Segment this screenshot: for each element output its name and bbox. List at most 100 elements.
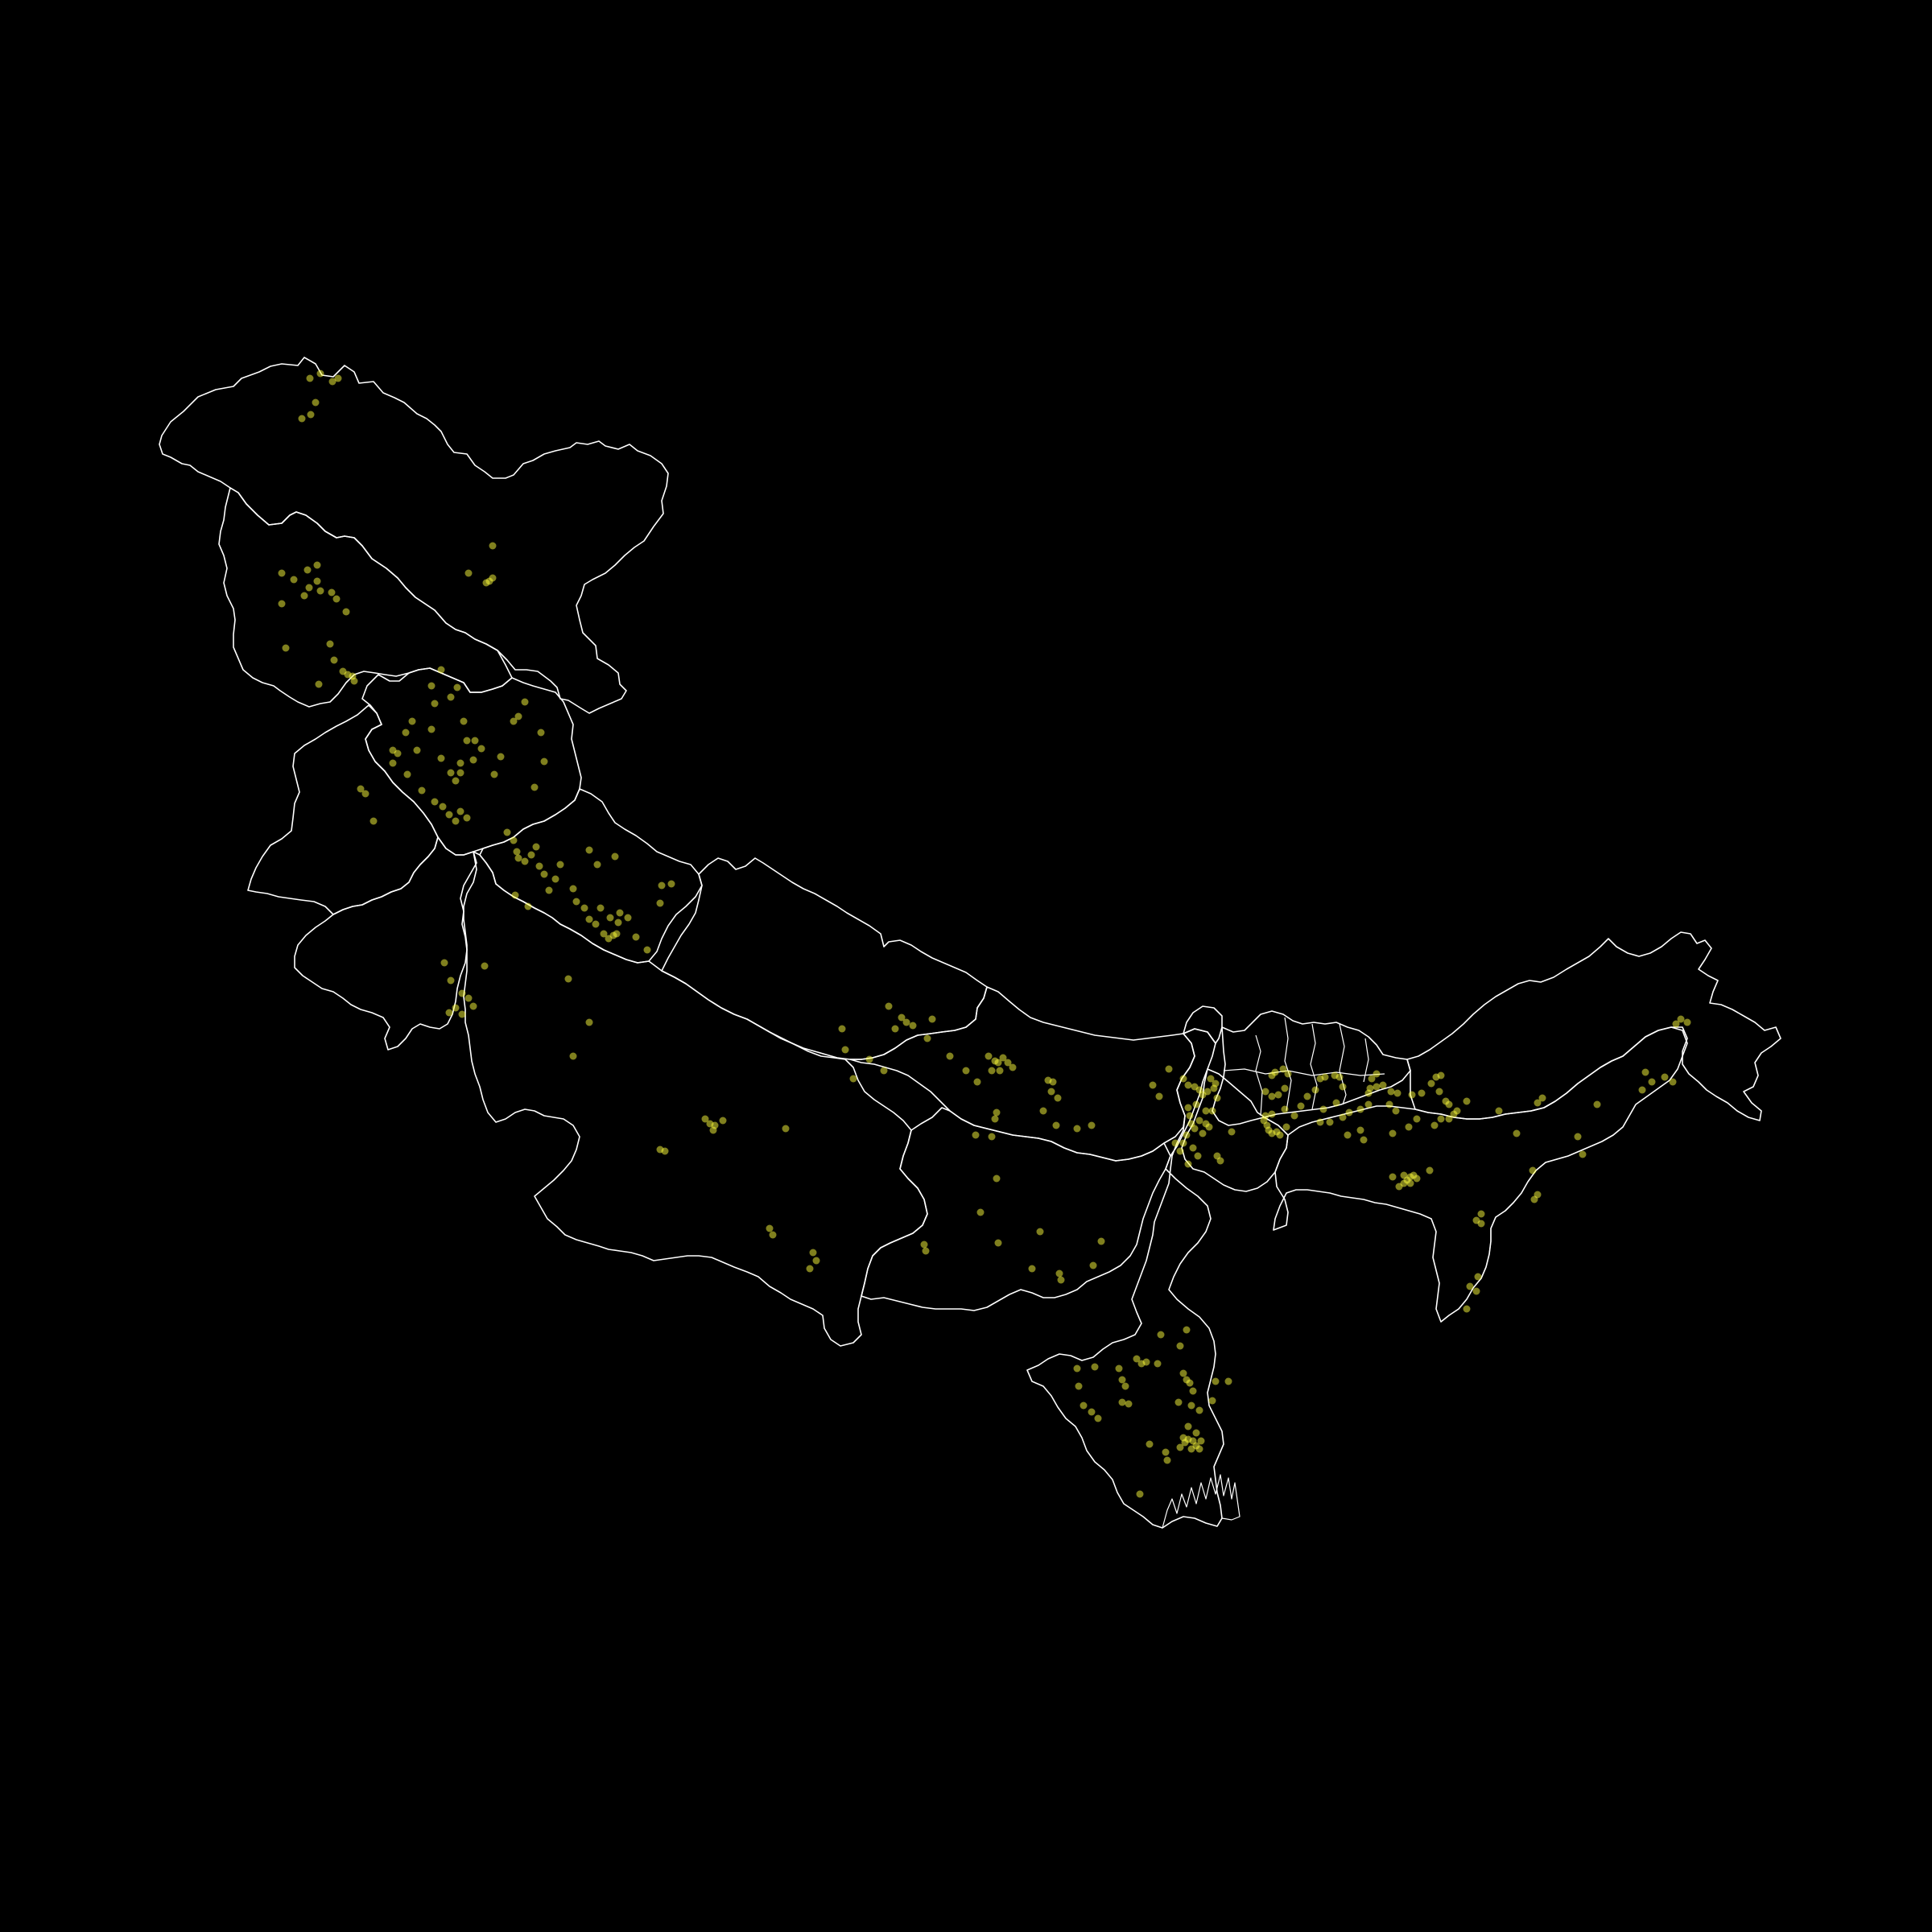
location-marker [458,989,466,997]
location-marker [477,745,485,753]
location-marker [1534,1099,1542,1107]
location-marker [369,817,378,825]
location-marker [537,729,545,737]
location-marker [1463,1305,1471,1313]
location-marker [545,886,553,894]
location-marker [1579,1150,1587,1158]
location-marker [585,1018,593,1026]
location-marker [440,959,448,967]
location-marker [994,1059,1002,1067]
location-marker [1163,1456,1171,1464]
location-marker [532,843,540,851]
location-marker [418,786,426,795]
location-marker [564,975,572,983]
location-marker [313,561,321,569]
location-marker [1176,1342,1184,1350]
location-marker [513,848,521,856]
location-marker [1055,1269,1063,1278]
location-marker [994,1239,1002,1247]
location-marker [282,644,290,652]
location-marker [920,1241,928,1249]
region-boundary-sundarbans [1162,1474,1241,1529]
location-marker [1445,1100,1453,1108]
location-marker [988,1133,996,1141]
location-marker [456,759,464,767]
location-marker [1073,1125,1081,1133]
location-marker [1373,1083,1381,1091]
location-marker [1176,1443,1184,1451]
location-marker [1162,1448,1170,1456]
location-marker [923,1034,931,1042]
location-marker [342,608,350,616]
location-marker [1430,1121,1439,1129]
location-marker [1228,1128,1236,1136]
location-marker [1426,1166,1434,1174]
location-marker [993,1174,1001,1183]
location-marker [334,374,342,382]
location-marker [1683,1018,1691,1026]
location-marker [841,1046,849,1054]
location-marker [1339,1083,1347,1091]
location-marker [413,746,421,754]
region-boundary-assam-south [1440,1104,1637,1323]
location-marker [389,759,397,767]
location-marker [962,1067,970,1075]
location-marker [535,862,543,870]
location-marker [585,846,593,854]
location-marker [1321,1073,1329,1081]
location-marker [1009,1063,1017,1071]
location-marker [497,753,505,761]
location-marker [1389,1129,1397,1137]
location-marker [1207,1075,1215,1083]
location-marker [1183,1131,1191,1139]
location-marker [1047,1088,1055,1096]
location-marker [1290,1112,1298,1120]
location-marker [1136,1490,1144,1498]
location-marker [527,851,535,859]
location-marker [1393,1089,1402,1097]
location-marker [361,790,369,798]
location-marker [278,600,286,608]
location-marker [711,1121,719,1129]
location-marker [1091,1363,1099,1371]
location-marker [1463,1097,1471,1105]
location-marker [316,369,324,378]
region-boundary-jharkhand [861,1107,1171,1311]
location-marker [1418,1089,1426,1097]
location-marker [447,976,455,985]
location-marker [305,584,313,592]
location-marker [452,777,460,785]
location-marker [1303,1092,1311,1100]
location-marker [1080,1402,1088,1410]
location-marker [643,946,651,954]
marker-layer [278,369,1691,1498]
location-marker [452,1004,460,1012]
location-marker [1184,1160,1192,1168]
location-marker [1261,1088,1269,1096]
location-marker [503,828,511,836]
bhutan-district-lines [1223,1017,1385,1117]
location-marker [328,378,336,386]
location-marker [1392,1107,1400,1115]
location-marker [1186,1379,1194,1387]
location-marker [1641,1068,1649,1076]
location-marker [469,1002,477,1010]
location-marker [445,1009,453,1017]
location-marker [1115,1364,1123,1373]
location-marker [1495,1107,1503,1115]
location-marker [991,1115,999,1123]
location-marker [1189,1387,1197,1395]
location-marker [656,899,664,907]
location-marker [530,783,539,791]
location-marker [1389,1173,1397,1181]
location-marker [298,415,306,423]
location-marker [437,754,445,762]
location-marker [1155,1092,1163,1100]
location-marker [1453,1107,1461,1115]
location-marker [1208,1107,1216,1115]
location-marker [514,712,522,720]
location-marker [1197,1437,1205,1445]
location-marker [463,737,471,745]
location-marker [1366,1084,1374,1092]
